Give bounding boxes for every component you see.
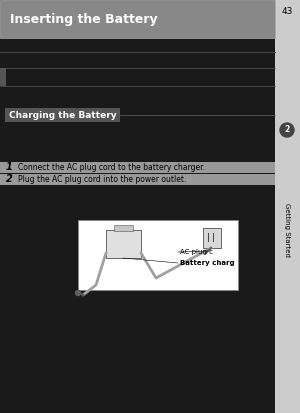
- Circle shape: [280, 123, 294, 137]
- Bar: [106, 230, 141, 258]
- Bar: [78, 220, 238, 290]
- Circle shape: [76, 290, 80, 295]
- Bar: [114, 225, 133, 231]
- Bar: [0, 174, 275, 185]
- Text: Getting Started: Getting Started: [284, 203, 290, 257]
- Bar: [0, 162, 275, 173]
- Bar: [0, 68, 6, 86]
- Text: Connect the AC plug cord to the battery charger.: Connect the AC plug cord to the battery …: [18, 163, 205, 172]
- Bar: [5, 108, 120, 122]
- Text: AC plug c: AC plug c: [180, 249, 213, 255]
- Bar: [203, 228, 221, 248]
- Text: 1: 1: [6, 162, 13, 173]
- Text: Plug the AC plug cord into the power outlet.: Plug the AC plug cord into the power out…: [18, 175, 186, 184]
- Text: Battery charg: Battery charg: [180, 260, 235, 266]
- Text: 2: 2: [284, 126, 290, 135]
- Bar: [275, 0, 300, 413]
- Text: Inserting the Battery: Inserting the Battery: [10, 12, 158, 26]
- Bar: [0, 0, 275, 38]
- Text: Charging the Battery: Charging the Battery: [9, 111, 117, 119]
- Text: 43: 43: [281, 7, 293, 16]
- Text: 2: 2: [6, 175, 13, 185]
